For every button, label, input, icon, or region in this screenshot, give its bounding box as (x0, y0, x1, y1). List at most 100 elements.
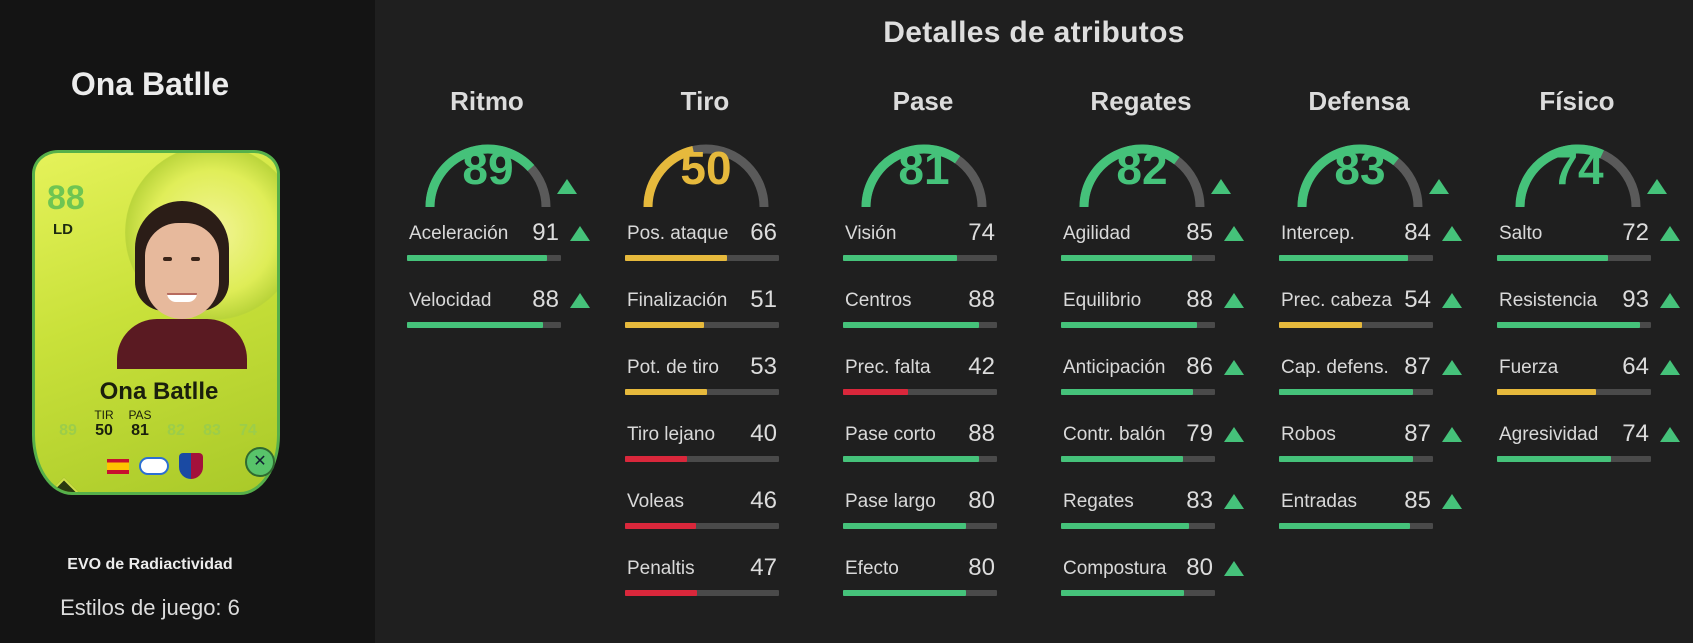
stat-row: Equilibrio 88 (1061, 284, 1261, 351)
stat-bar (843, 523, 997, 529)
stat-bar (625, 590, 779, 596)
stat-bar (1497, 456, 1651, 462)
up-arrow-icon (1429, 179, 1449, 194)
category-value: 50 (680, 142, 732, 194)
stat-row: Pos. ataque 66 (625, 217, 825, 284)
stat-bar-fill (625, 456, 687, 462)
stat-name: Resistencia (1499, 290, 1598, 311)
spain-flag-icon (107, 458, 129, 474)
stat-value: 42 (968, 353, 995, 380)
stat-row: Regates 83 (1061, 485, 1261, 552)
stat-bar (1061, 255, 1215, 261)
up-arrow-icon (1647, 179, 1667, 194)
attributes-panel: Detalles de atributos Ritmo 89 Aceleración… (375, 0, 1693, 643)
stat-bar (625, 456, 779, 462)
up-arrow-icon (1442, 427, 1462, 442)
stat-name: Entradas (1281, 491, 1358, 512)
stat-bar (407, 255, 561, 261)
stat-value: 87 (1404, 353, 1431, 380)
stat-name: Equilibrio (1063, 290, 1142, 311)
card-player-name: Ona Batlle (99, 378, 219, 405)
stat-name: Anticipación (1063, 357, 1166, 378)
card-stat: 83 (203, 422, 221, 439)
evo-icon: ✕ (245, 447, 275, 477)
stat-value: 85 (1186, 219, 1213, 246)
gauge-fill (861, 144, 961, 208)
category-title: Defensa (1308, 86, 1410, 116)
stat-value: 83 (1186, 487, 1213, 514)
stat-name: Pase largo (845, 491, 936, 512)
stat-row: Salto 72 (1497, 217, 1693, 284)
stat-name: Regates (1063, 491, 1134, 512)
stat-bar-fill (1279, 322, 1363, 328)
category-title: Ritmo (450, 86, 524, 116)
stat-name: Intercep. (1281, 223, 1355, 244)
evolution-badge-icon (45, 477, 83, 492)
category-value: 74 (1552, 142, 1604, 194)
attribute-column-defensa: Defensa 83 Intercep. 84 Prec. cabeza 54 Cap. d… (1279, 86, 1479, 552)
stat-bar-fill (1279, 456, 1413, 462)
up-arrow-icon (1211, 179, 1231, 194)
stat-row: Efecto 80 (843, 552, 1043, 619)
stat-name: Voleas (627, 491, 685, 512)
stat-bar (1279, 523, 1433, 529)
up-arrow-icon (1442, 293, 1462, 308)
stat-bar (625, 255, 779, 261)
stat-value: 80 (1186, 554, 1213, 581)
attribute-column-tiro: Tiro 50 Pos. ataque 66 Finalización 51 Pot. de… (625, 86, 825, 619)
gauge-fill (1079, 144, 1180, 208)
stat-bar (843, 322, 997, 328)
stat-row: Pase largo 80 (843, 485, 1043, 552)
stat-value: 54 (1404, 286, 1431, 313)
stat-row: Pase corto 88 (843, 418, 1043, 485)
stat-name: Fuerza (1499, 357, 1559, 378)
category-title: Regates (1090, 86, 1192, 116)
player-card[interactable]: 88 LD Ona Batlle 89 TIR 50 PAS 81 82 83 74 (32, 150, 280, 495)
stat-row: Pot. de tiro 53 (625, 351, 825, 418)
stat-bar (843, 389, 997, 395)
player-card-panel: Ona Batlle 88 LD Ona Batlle 89 TIR 50 PAS… (0, 0, 375, 643)
stat-name: Visión (845, 223, 897, 244)
category-title: Tiro (680, 86, 730, 116)
stat-value: 79 (1186, 420, 1213, 447)
stat-bar (843, 456, 997, 462)
stat-bar-fill (1061, 389, 1194, 395)
stat-bar-fill (843, 523, 967, 529)
stat-value: 47 (750, 554, 777, 581)
card-stat: PAS 81 (128, 408, 152, 439)
stat-name: Cap. defens. (1281, 357, 1389, 378)
gauge-fill (425, 144, 535, 208)
up-arrow-icon (1224, 561, 1244, 576)
stat-row: Penaltis 47 (625, 552, 825, 619)
stat-name: Aceleración (409, 223, 509, 244)
stat-value: 66 (750, 219, 777, 246)
playstyles-count: Estilos de juego: 6 (60, 595, 240, 620)
stat-bar (1497, 389, 1651, 395)
stat-name: Agilidad (1063, 223, 1131, 244)
category-title: Físico (1539, 86, 1615, 116)
stat-bar (407, 322, 561, 328)
card-stat: 74 (239, 422, 257, 439)
stat-row: Compostura 80 (1061, 552, 1261, 619)
stat-value: 85 (1404, 487, 1431, 514)
stat-bar-fill (1497, 322, 1641, 328)
stat-name: Agresividad (1499, 424, 1599, 445)
club-crest-icon (179, 453, 203, 479)
category-gauge: 74 (1497, 121, 1693, 217)
stat-row: Finalización 51 (625, 284, 825, 351)
attribute-column-ritmo: Ritmo 89 Aceleración 91 Velocidad 88 (407, 86, 607, 351)
stat-value: 72 (1622, 219, 1649, 246)
stat-value: 74 (1622, 420, 1649, 447)
stat-bar (1279, 322, 1433, 328)
stat-bar-fill (1061, 523, 1189, 529)
stat-bar (1061, 322, 1215, 328)
stat-row: Prec. cabeza 54 (1279, 284, 1479, 351)
stat-row: Tiro lejano 40 (625, 418, 825, 485)
stat-bar (1061, 590, 1215, 596)
stat-bar-fill (407, 255, 548, 261)
stat-bar (1279, 389, 1433, 395)
category-title: Pase (892, 86, 954, 116)
up-arrow-icon (1442, 226, 1462, 241)
stat-bar-fill (1061, 322, 1197, 328)
stat-row: Prec. falta 42 (843, 351, 1043, 418)
